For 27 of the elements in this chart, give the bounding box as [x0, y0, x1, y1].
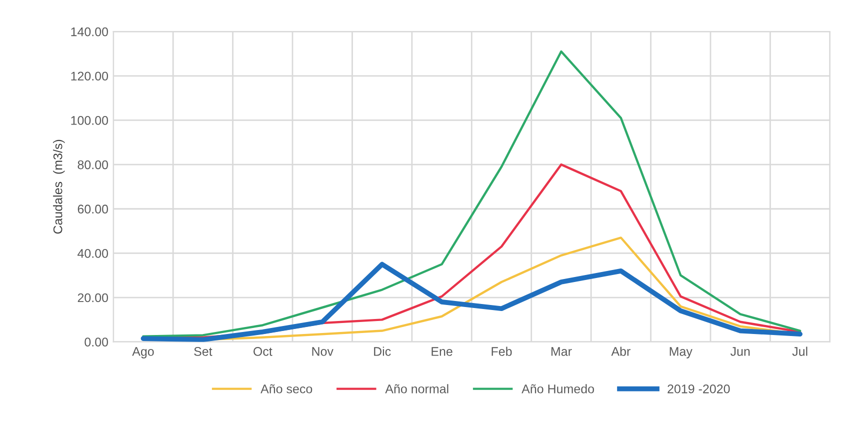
x-tick-label: Oct	[254, 347, 272, 356]
y-tick-label: 80.00	[78, 160, 108, 170]
x-tick-label: Nov	[312, 347, 334, 356]
x-tick-label: Jul	[792, 346, 808, 356]
line-series	[142, 50, 802, 338]
legend-label: Año seco	[260, 384, 312, 394]
y-tick-label: 100.00	[71, 116, 108, 125]
y-tick-label: 120.00	[71, 72, 108, 81]
legend-label: 2019 -2020	[668, 384, 730, 394]
x-tick-label: Abr	[611, 346, 630, 356]
y-tick-label: 20.00	[78, 293, 108, 302]
x-tick-label: Ago	[132, 347, 154, 358]
y-tick-label: 40.00	[78, 249, 108, 258]
y-tick-label: 0.00	[84, 338, 108, 347]
legend-label: Año Humedo	[522, 384, 594, 394]
x-tick-label: Ene	[432, 347, 452, 356]
legend-label: Año normal	[385, 384, 448, 394]
y-axis-title: Caudales (m3/s)	[53, 140, 65, 234]
x-tick-label: Set	[194, 347, 212, 356]
x-tick-label: Feb	[492, 346, 512, 356]
x-tick-label: Jun	[730, 347, 750, 356]
line-series	[140, 262, 802, 342]
x-tick-label: May	[670, 347, 692, 358]
x-tick-label: Dic	[374, 346, 391, 356]
x-tick-label: Mar	[551, 347, 572, 356]
y-tick-label: 60.00	[78, 204, 108, 214]
y-tick-label: 140.00	[71, 27, 108, 36]
